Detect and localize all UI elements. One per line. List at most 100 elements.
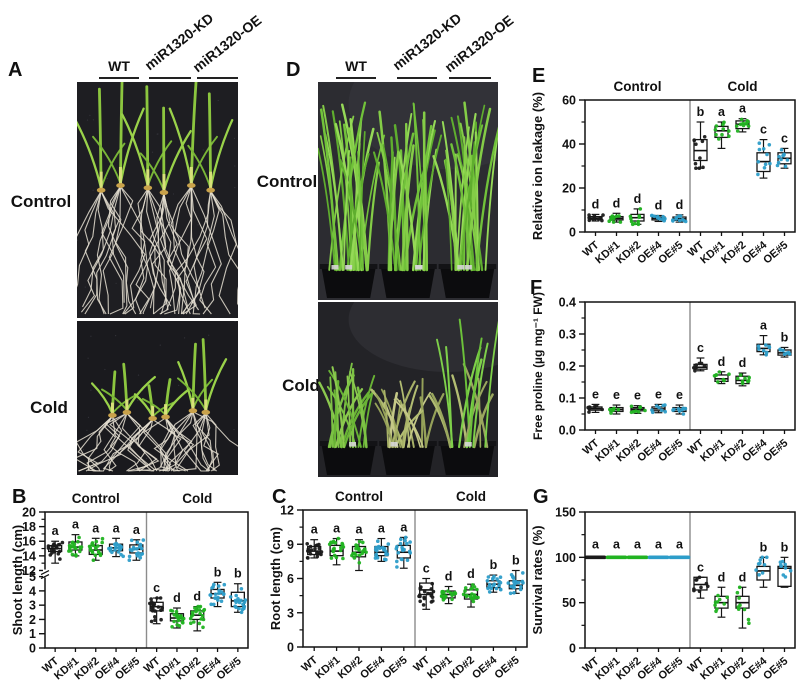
svg-text:a: a <box>676 537 684 551</box>
svg-text:Root length (cm): Root length (cm) <box>268 527 283 630</box>
svg-text:a: a <box>333 522 341 536</box>
svg-text:14: 14 <box>22 549 36 563</box>
svg-text:d: d <box>739 570 747 584</box>
svg-text:0: 0 <box>287 641 294 655</box>
svg-text:c: c <box>697 560 704 574</box>
svg-text:20: 20 <box>562 182 576 196</box>
svg-text:0.0: 0.0 <box>559 424 576 438</box>
genotype-underline <box>197 77 238 79</box>
svg-text:Relative ion leakage (%): Relative ion leakage (%) <box>530 92 545 240</box>
panel-d-photo-cold <box>318 302 498 477</box>
svg-text:d: d <box>739 356 747 370</box>
svg-text:18: 18 <box>22 520 36 534</box>
svg-text:a: a <box>72 518 80 532</box>
svg-text:0.3: 0.3 <box>559 328 576 342</box>
genotype-underline <box>99 77 139 79</box>
svg-text:12: 12 <box>280 504 294 518</box>
svg-text:a: a <box>655 537 663 551</box>
svg-text:a: a <box>311 523 319 537</box>
svg-text:b: b <box>760 540 768 554</box>
svg-text:e: e <box>676 388 683 402</box>
svg-text:Cold: Cold <box>182 491 212 506</box>
svg-text:Control: Control <box>614 79 662 94</box>
genotype-underline <box>449 77 491 79</box>
svg-text:e: e <box>634 389 641 403</box>
row-label-cold: Cold <box>282 376 320 395</box>
svg-text:e: e <box>592 387 599 401</box>
svg-text:Control: Control <box>72 491 120 506</box>
svg-text:6: 6 <box>287 572 294 586</box>
svg-text:60: 60 <box>562 94 576 108</box>
svg-text:c: c <box>760 123 767 137</box>
svg-text:c: c <box>781 131 788 145</box>
svg-text:Survival rates (%): Survival rates (%) <box>530 525 545 634</box>
ion-leakage-chart: 0 20 40 60 Relative ion leakage (%) Control Co… <box>530 79 796 266</box>
genotype-underline <box>397 77 437 79</box>
panel-a-photo-control <box>77 82 238 318</box>
svg-text:a: a <box>52 524 60 538</box>
svg-text:c: c <box>423 562 430 576</box>
svg-text:12: 12 <box>22 564 36 578</box>
svg-text:b: b <box>781 540 789 554</box>
svg-text:Shoot length (cm): Shoot length (cm) <box>10 525 25 636</box>
svg-text:d: d <box>193 590 201 604</box>
svg-text:b: b <box>512 554 520 568</box>
genotype-label-wt: WT <box>108 58 130 74</box>
svg-text:d: d <box>613 196 621 210</box>
svg-text:0: 0 <box>569 226 576 240</box>
svg-text:a: a <box>133 523 141 537</box>
svg-text:OE#5: OE#5 <box>656 655 685 682</box>
svg-text:4: 4 <box>29 584 36 598</box>
svg-text:d: d <box>718 355 726 369</box>
svg-text:b: b <box>214 565 222 579</box>
svg-text:c: c <box>697 341 704 355</box>
panel-f-label: F <box>530 277 543 299</box>
free-proline-chart: 0.0 0.1 0.2 0.3 0.4 Free proline (µg mg⁻¹ FW)… <box>531 292 796 464</box>
svg-text:a: a <box>634 537 642 551</box>
genotype-label-wt: WT <box>345 58 367 74</box>
svg-text:0.1: 0.1 <box>559 392 576 406</box>
genotype-underline <box>149 77 191 79</box>
svg-text:3: 3 <box>287 606 294 620</box>
svg-text:b: b <box>234 567 242 581</box>
svg-text:OE#5: OE#5 <box>761 437 790 464</box>
svg-text:d: d <box>718 570 726 584</box>
svg-text:e: e <box>613 388 620 402</box>
svg-text:OE#5: OE#5 <box>656 239 685 266</box>
svg-text:16: 16 <box>22 535 36 549</box>
row-label-cold: Cold <box>30 398 68 417</box>
svg-text:KD#1: KD#1 <box>313 654 342 681</box>
svg-text:a: a <box>400 520 408 534</box>
svg-text:c: c <box>153 581 160 595</box>
svg-text:d: d <box>592 197 600 211</box>
svg-text:150: 150 <box>555 506 576 520</box>
svg-text:OE#5: OE#5 <box>380 654 409 681</box>
svg-text:b: b <box>697 105 705 119</box>
svg-text:d: d <box>634 192 642 206</box>
svg-text:5: 5 <box>29 570 36 584</box>
svg-text:a: a <box>613 537 621 551</box>
svg-text:Cold: Cold <box>456 489 486 504</box>
genotype-underline <box>336 77 376 79</box>
svg-text:Control: Control <box>335 489 383 504</box>
svg-text:a: a <box>356 523 364 537</box>
svg-text:OE#5: OE#5 <box>761 655 790 682</box>
svg-text:d: d <box>173 591 181 605</box>
svg-text:KD#2: KD#2 <box>336 654 365 681</box>
row-label-control: Control <box>10 192 72 211</box>
svg-text:0: 0 <box>29 642 36 656</box>
svg-text:0: 0 <box>569 642 576 656</box>
svg-text:OE#5: OE#5 <box>492 654 521 681</box>
panel-a-photo-cold <box>77 321 238 475</box>
panel-d-label: D <box>286 59 301 81</box>
svg-text:a: a <box>113 521 121 535</box>
svg-text:a: a <box>739 102 747 116</box>
svg-text:2: 2 <box>29 613 36 627</box>
panel-g-label: G <box>533 486 549 508</box>
svg-text:a: a <box>760 319 768 333</box>
svg-text:KD#1: KD#1 <box>425 654 454 681</box>
svg-text:100: 100 <box>555 551 576 565</box>
